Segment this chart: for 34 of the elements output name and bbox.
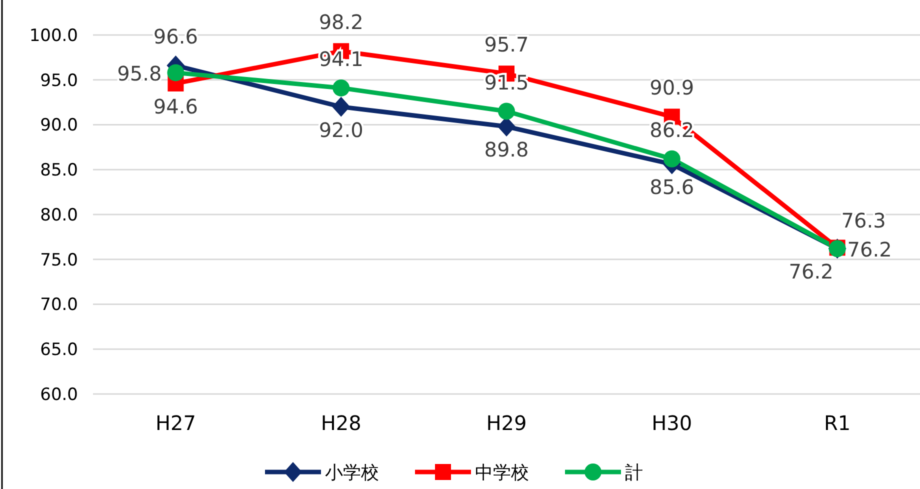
- y-tick-label: 60.0: [40, 384, 78, 405]
- point: [332, 96, 350, 117]
- legend-label: 計: [625, 462, 643, 484]
- data-label: 94.6: [153, 94, 198, 118]
- point: [167, 64, 184, 82]
- y-tick-label: 90.0: [40, 116, 78, 136]
- x-tick-label: H29: [486, 411, 527, 435]
- point: [663, 150, 680, 168]
- y-tick-label: 80.0: [40, 205, 78, 226]
- y-tick-label: 85.0: [40, 160, 78, 181]
- y-tick-label: 75.0: [40, 250, 78, 270]
- y-tick-label: 100.0: [29, 26, 78, 46]
- x-tick-label: H27: [155, 411, 196, 435]
- x-tick-label: H30: [652, 411, 692, 435]
- x-tick-label: R1: [824, 411, 851, 435]
- data-label: 95.7: [484, 32, 529, 57]
- data-label: 92.0: [318, 118, 364, 142]
- y-tick-label: 95.0: [40, 70, 78, 91]
- y-tick-label: 65.0: [40, 340, 78, 360]
- legend-label: 中学校: [475, 462, 529, 484]
- data-label: 76.2: [788, 260, 834, 284]
- data-label: 76.3: [841, 208, 886, 233]
- data-label: 85.6: [650, 175, 694, 200]
- data-label: 98.2: [318, 10, 364, 34]
- data-label: 89.8: [484, 138, 529, 162]
- point: [498, 102, 515, 120]
- legend-label: 小学校: [325, 462, 379, 484]
- data-label: 95.8: [117, 62, 162, 86]
- x-tick-label: H28: [320, 411, 362, 435]
- data-label: 90.9: [650, 76, 694, 100]
- data-label: 76.2: [847, 238, 892, 262]
- y-tick-label: 70.0: [40, 295, 78, 316]
- point: [332, 79, 350, 96]
- data-label: 96.6: [153, 24, 198, 49]
